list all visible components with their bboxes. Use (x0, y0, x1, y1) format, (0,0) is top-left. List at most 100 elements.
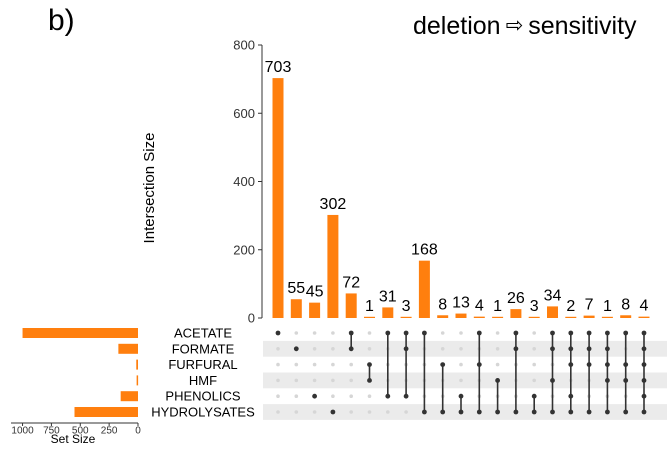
intersection-bar (327, 214, 339, 318)
matrix-dot-active (403, 393, 409, 399)
set-size-tick-label: 1000 (11, 426, 34, 437)
matrix-stripe (263, 340, 667, 357)
matrix-dot-inactive (386, 410, 390, 414)
matrix-dot-inactive (495, 347, 500, 351)
matrix-dot-active (623, 330, 629, 336)
y-tick-label: 0 (248, 311, 255, 326)
bar-value-label: 1 (365, 298, 374, 315)
matrix-dot-active (550, 330, 555, 336)
matrix-dot-active (550, 378, 555, 383)
y-tick-label: 600 (233, 106, 255, 121)
matrix-dot-active (495, 409, 500, 415)
matrix-dot-inactive (532, 378, 536, 383)
matrix-dot-inactive (532, 331, 536, 335)
matrix-dot-active (623, 362, 629, 367)
matrix-dot-inactive (532, 347, 536, 351)
y-tick-label: 400 (233, 174, 255, 189)
intersection-bar (345, 293, 357, 318)
matrix-dot-active (348, 346, 354, 352)
intersection-bar (547, 306, 558, 318)
set-size-bar (120, 391, 138, 402)
bar-value-label: 31 (379, 288, 397, 305)
matrix-dot-active (605, 378, 610, 383)
matrix-dot-inactive (495, 362, 500, 367)
matrix-dot-active (312, 393, 317, 399)
matrix-dot-active (513, 330, 519, 336)
matrix-dot-active (586, 330, 592, 336)
bar-value-label: 302 (320, 196, 347, 213)
matrix-dot-active (403, 330, 409, 336)
bar-value-label: 168 (411, 242, 438, 259)
intersection-bar (437, 315, 449, 318)
matrix-dot-inactive (312, 362, 317, 367)
matrix-dot-inactive (312, 347, 317, 351)
matrix-dot-active (476, 409, 482, 415)
matrix-dot-active (330, 409, 336, 415)
intersection-bar (309, 302, 321, 318)
intersection-bar (601, 316, 613, 318)
matrix-dot-active (641, 330, 647, 336)
matrix-dot-active (348, 330, 354, 336)
matrix-dot-inactive (367, 394, 372, 399)
chart-title: deletion ⇨ sensitivity (413, 12, 637, 41)
matrix-dot-inactive (331, 394, 335, 399)
matrix-stripes (263, 340, 667, 420)
set-size-axis-label: Set Size (51, 432, 96, 446)
bar-value-label: 703 (265, 59, 292, 76)
set-labels: ACETATEFORMATEFURFURALHMFPHENOLICSHYDROL… (151, 326, 255, 420)
matrix-dot-active (623, 409, 629, 415)
matrix-dot-inactive (532, 362, 536, 367)
matrix-dot-active (550, 409, 555, 415)
matrix-dot-inactive (367, 410, 372, 414)
matrix-dot-active (641, 393, 647, 399)
matrix-dot-active (458, 409, 464, 415)
matrix-dot-inactive (312, 331, 317, 335)
bar-value-label: 1 (603, 298, 612, 315)
matrix-dot-active (440, 362, 446, 367)
matrix-dot-inactive (367, 331, 372, 335)
matrix-dot-inactive (294, 362, 299, 367)
matrix-dot-active (476, 362, 482, 367)
intersection-matrix (275, 330, 647, 415)
matrix-dot-active (440, 409, 446, 415)
set-size-bar (136, 359, 138, 370)
panel-label: b) (48, 4, 75, 37)
matrix-dot-inactive (404, 410, 408, 414)
intersection-bar (528, 316, 540, 318)
intersection-bar (473, 316, 485, 318)
matrix-dot-inactive (331, 362, 335, 367)
matrix-dot-active (367, 362, 372, 367)
matrix-dot-inactive (367, 347, 372, 351)
intersection-bar (638, 316, 650, 318)
set-size-tick-label: 250 (101, 426, 118, 437)
bar-value-label: 2 (566, 298, 575, 315)
intersection-bar (290, 299, 302, 318)
matrix-dot-active (605, 346, 610, 352)
matrix-dot-active (513, 409, 519, 415)
title-left: deletion (413, 12, 501, 40)
set-size-bar (118, 343, 138, 354)
matrix-dot-active (568, 362, 574, 367)
matrix-stripe (263, 404, 667, 420)
set-label: ACETATE (174, 326, 232, 341)
y-axis-label: Intersection Size (141, 133, 158, 244)
matrix-dot-inactive (349, 378, 354, 383)
matrix-dot-inactive (459, 378, 463, 383)
matrix-dot-active (586, 362, 592, 367)
matrix-dot-inactive (294, 378, 299, 383)
matrix-dot-inactive (276, 410, 280, 414)
intersection-axis: 0 200 400 600 800 (233, 38, 263, 326)
bar-value-label: 34 (544, 287, 562, 304)
matrix-dot-inactive (331, 347, 335, 351)
matrix-dot-active (293, 346, 299, 352)
matrix-dot-active (385, 330, 391, 336)
matrix-dot-active (641, 409, 647, 415)
matrix-dot-active (385, 393, 391, 399)
matrix-dot-inactive (440, 347, 445, 351)
bar-value-label: 55 (287, 280, 305, 297)
set-size-tick-label: 0 (135, 426, 141, 437)
y-tick-label: 200 (233, 242, 255, 257)
matrix-dot-active (641, 362, 647, 367)
